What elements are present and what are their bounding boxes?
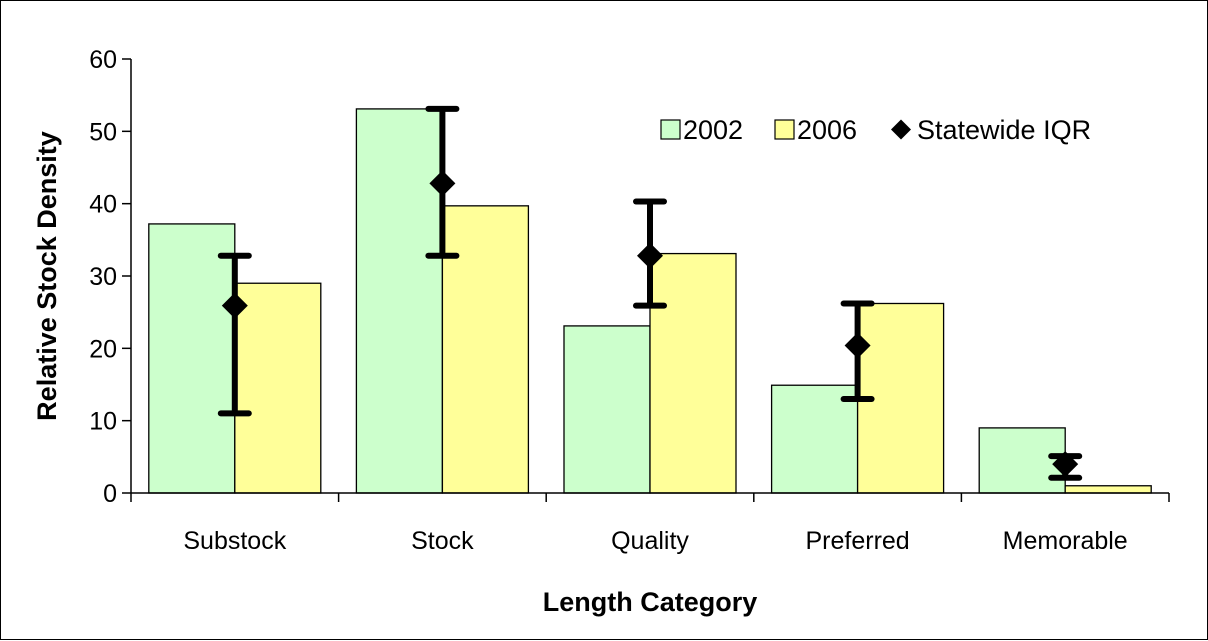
x-tick-label-substock: Substock bbox=[183, 527, 286, 555]
x-tick-label-stock: Stock bbox=[411, 527, 474, 555]
iqr-median-diamond-quality bbox=[637, 242, 663, 269]
iqr-median-diamond-memorable bbox=[1052, 451, 1079, 478]
x-tick-label-quality: Quality bbox=[611, 527, 689, 555]
x-axis-title: Length Category bbox=[543, 587, 758, 617]
iqr-median-diamond-stock bbox=[429, 170, 456, 197]
y-tick-label: 0 bbox=[103, 480, 117, 508]
y-tick-label: 20 bbox=[89, 335, 117, 363]
bar-2006-substock bbox=[234, 282, 322, 494]
legend: 2002 2006 Statewide IQR bbox=[660, 115, 1091, 145]
iqr-median-diamond-preferred bbox=[844, 332, 871, 359]
iqr-layer bbox=[217, 105, 1083, 481]
iqr-median-diamond-substock bbox=[221, 292, 248, 319]
bar-2002-quality bbox=[563, 325, 651, 494]
bar-2002-substock bbox=[148, 223, 236, 494]
legend-swatch-2002 bbox=[660, 119, 681, 140]
x-tick-label-memorable: Memorable bbox=[1003, 527, 1128, 555]
y-axis-title: Relative Stock Density bbox=[32, 131, 62, 421]
bar-2006-quality bbox=[649, 252, 737, 494]
bar-2002-stock bbox=[355, 108, 444, 494]
x-tick-label-preferred: Preferred bbox=[805, 527, 909, 555]
legend-label-statewide-iqr: Statewide IQR bbox=[917, 115, 1091, 145]
y-tick-label: 60 bbox=[89, 46, 117, 74]
bars-layer bbox=[148, 108, 1152, 494]
legend-label-2002: 2002 bbox=[683, 115, 743, 145]
y-tick-label: 30 bbox=[89, 263, 117, 291]
bar-2002-memorable bbox=[978, 427, 1066, 494]
y-tick-label: 10 bbox=[89, 408, 117, 436]
legend-swatch-2006 bbox=[774, 119, 795, 140]
legend-label-2006: 2006 bbox=[797, 115, 857, 145]
bar-2006-memorable bbox=[1064, 485, 1152, 494]
bar-2006-stock bbox=[441, 205, 530, 494]
legend-diamond-icon bbox=[891, 119, 911, 140]
x-ticks: Substock Stock Quality Preferred Memorable bbox=[130, 493, 1170, 555]
y-tick-label: 50 bbox=[89, 118, 117, 146]
y-tick-label: 40 bbox=[89, 191, 117, 219]
y-ticks: 0 10 20 30 40 50 60 bbox=[89, 46, 131, 508]
